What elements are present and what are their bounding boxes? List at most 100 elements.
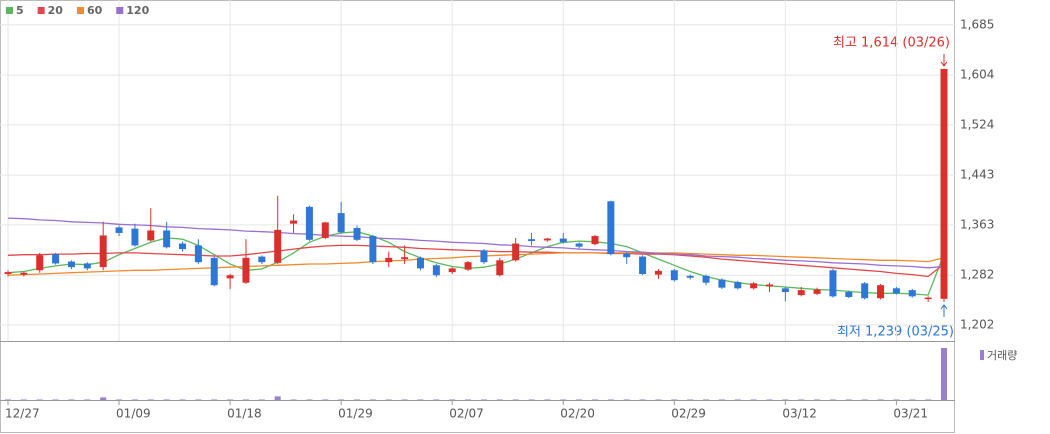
volume-bar	[750, 399, 757, 400]
y-tick-label: 1,443	[960, 168, 994, 182]
candle-body	[369, 236, 377, 263]
candle-body	[353, 228, 361, 240]
volume-bar	[433, 399, 440, 400]
candle-body	[750, 283, 758, 289]
candle-body	[877, 285, 885, 299]
volume-bar	[449, 399, 456, 400]
volume-bar	[544, 399, 551, 400]
volume-bar	[591, 399, 598, 400]
volume-bar	[52, 399, 59, 400]
volume-bar	[100, 397, 107, 400]
legend-swatch	[76, 7, 84, 14]
volume-bar	[941, 348, 947, 400]
candle-body	[464, 262, 472, 270]
volume-bar	[703, 399, 710, 400]
candle-body	[765, 284, 773, 287]
volume-bar	[480, 399, 487, 400]
volume-bar	[354, 399, 361, 400]
volume-bar	[734, 399, 741, 400]
plot-frame	[0, 0, 955, 433]
candle-body	[892, 288, 900, 294]
x-tick-label: 01/18	[227, 407, 262, 421]
volume-bar	[369, 399, 376, 400]
max-arrow	[940, 53, 948, 67]
legend-label: 20	[48, 4, 64, 17]
candle-body	[575, 243, 583, 247]
x-tick-label: 12/27	[5, 407, 40, 421]
candle-body	[813, 289, 821, 294]
candle-body	[543, 238, 551, 241]
x-tick-label: 03/12	[782, 407, 817, 421]
candle-body	[274, 229, 282, 263]
volume-bar	[718, 399, 725, 400]
volume-bar	[861, 399, 868, 400]
volume-bar	[576, 399, 583, 400]
legend-swatch	[116, 7, 124, 14]
volume-bar	[179, 399, 186, 400]
candle-body	[194, 245, 202, 263]
candle-body	[401, 257, 409, 260]
candle-body	[20, 272, 28, 275]
volume-bar	[528, 399, 535, 400]
volume-bar	[687, 399, 694, 400]
ma-line	[7, 244, 945, 278]
volume-bar	[766, 399, 773, 400]
volume-bar	[306, 399, 313, 400]
volume-bar	[274, 396, 281, 400]
volume-bar	[338, 399, 345, 400]
volume-bar	[68, 399, 75, 400]
legend-label: 60	[87, 4, 103, 17]
candle-body	[210, 257, 218, 286]
volume-bar	[909, 399, 916, 400]
volume-bar	[845, 399, 852, 400]
volume-bar	[877, 399, 884, 400]
ma-line	[7, 231, 945, 296]
candle-body	[258, 256, 266, 263]
legend-label: 120	[126, 4, 149, 17]
x-tick-label: 02/29	[671, 407, 706, 421]
min-arrow	[940, 304, 948, 317]
volume-bar	[512, 399, 519, 400]
candle-body	[432, 265, 440, 276]
volume-bar	[147, 399, 154, 400]
volume-bar	[401, 399, 408, 400]
volume-bar	[417, 399, 424, 400]
volume-bar	[227, 399, 234, 400]
candle-body	[734, 282, 742, 289]
volume-bar	[893, 399, 900, 400]
candle-body	[607, 201, 615, 255]
legend-label: 5	[16, 4, 24, 17]
candle-body	[99, 235, 107, 268]
volume-bar	[84, 399, 91, 400]
candle-body	[686, 275, 694, 278]
candle-body	[781, 288, 789, 293]
x-tick-label: 02/07	[449, 407, 484, 421]
volume-bar	[560, 399, 567, 400]
candle-body	[36, 255, 44, 271]
y-tick-label: 1,524	[960, 117, 994, 131]
candle-body	[179, 243, 187, 250]
volume-bar	[496, 399, 503, 400]
volume-bar	[211, 399, 218, 400]
candle-body	[4, 272, 12, 274]
volume-legend-swatch	[980, 350, 984, 360]
candle-body	[639, 256, 647, 274]
volume-bar	[623, 399, 630, 400]
x-tick-label: 02/20	[560, 407, 595, 421]
ma-line	[7, 252, 945, 276]
y-tick-label: 1,202	[960, 317, 994, 331]
x-tick-label: 01/29	[338, 407, 373, 421]
legend-swatch	[37, 7, 45, 14]
volume-bar	[814, 399, 821, 400]
volume-bar	[607, 399, 614, 400]
candle-body	[448, 268, 456, 273]
candle-body	[496, 260, 504, 276]
candle-body	[718, 279, 726, 288]
y-tick-label: 1,363	[960, 217, 994, 231]
x-tick-label: 03/21	[893, 407, 928, 421]
candle-body	[226, 275, 234, 279]
candle-body	[337, 213, 345, 233]
candle-body	[654, 270, 662, 275]
candle-body	[163, 230, 171, 248]
